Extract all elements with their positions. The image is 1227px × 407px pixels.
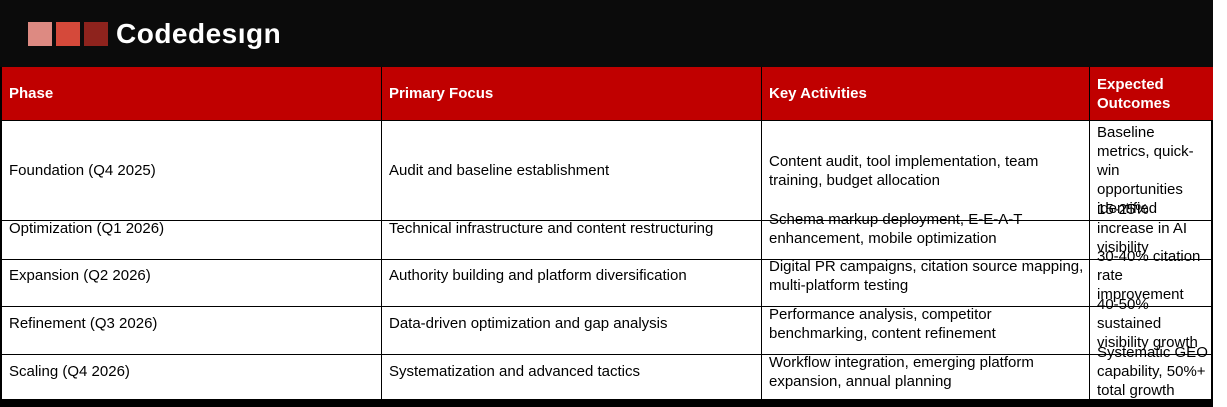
cell-phase: Scaling (Q4 2026) [2, 341, 382, 403]
logo-text: Codedes ı gn [116, 17, 282, 49]
cell-expected-outcomes: Baseline metrics, quick-win opportunitie… [1090, 121, 1213, 221]
cell-expected-outcomes: Systematic GEO capability, 50%+ total gr… [1090, 341, 1213, 403]
cell-key-activities: Schema markup deployment, E-E-A-T enhanc… [762, 198, 1090, 260]
column-header-phase: Phase [2, 67, 382, 121]
logo-square-dark-icon [84, 21, 108, 46]
cell-expected-outcomes: 40-50% sustained visibility growth [1090, 293, 1213, 355]
cell-key-activities: Digital PR campaigns, citation source ma… [762, 245, 1090, 307]
cell-expected-outcomes: 15-25% increase in AI visibility [1090, 198, 1213, 260]
cell-key-activities: Performance analysis, competitor benchma… [762, 293, 1090, 355]
cell-phase: Expansion (Q2 2026) [2, 245, 382, 307]
geo-roadmap-table: Phase Primary Focus Key Activities Expec… [0, 67, 1213, 407]
logo-square-light-icon [28, 21, 52, 46]
table-row: Refinement (Q3 2026) Data-driven optimiz… [2, 293, 1213, 355]
brand-banner: Codedes ı gn [0, 0, 1213, 67]
cell-primary-focus: Audit and baseline establishment [382, 121, 762, 221]
column-header-key-activities: Key Activities [762, 67, 1090, 121]
cell-primary-focus: Technical infrastructure and content res… [382, 198, 762, 260]
table-row: Foundation (Q4 2025) Audit and baseline … [2, 121, 1213, 221]
codedesign-logo: Codedes ı gn [28, 17, 282, 49]
logo-squares-icon [28, 21, 108, 46]
cell-phase: Optimization (Q1 2026) [2, 198, 382, 260]
table-header-row: Phase Primary Focus Key Activities Expec… [2, 67, 1213, 121]
table-row: Optimization (Q1 2026) Technical infrast… [2, 198, 1213, 260]
column-header-expected-outcomes: Expected Outcomes [1090, 67, 1213, 121]
logo-square-medium-icon [56, 21, 80, 46]
table-row: Scaling (Q4 2026) Systematization and ad… [2, 341, 1213, 403]
cell-key-activities: Content audit, tool implementation, team… [762, 121, 1090, 221]
cell-primary-focus: Systematization and advanced tactics [382, 341, 762, 403]
cell-primary-focus: Data-driven optimization and gap analysi… [382, 293, 762, 355]
cell-phase: Refinement (Q3 2026) [2, 293, 382, 355]
logo-letter-i: ı [237, 17, 247, 49]
logo-text-after-i: gn [246, 17, 282, 49]
cell-expected-outcomes: 30-40% citation rate improvement [1090, 245, 1213, 307]
cell-key-activities: Workflow integration, emerging platform … [762, 341, 1090, 403]
cell-phase: Foundation (Q4 2025) [2, 121, 382, 221]
column-header-primary-focus: Primary Focus [382, 67, 762, 121]
logo-text-before-i: Codedes [116, 17, 238, 49]
cell-primary-focus: Authority building and platform diversif… [382, 245, 762, 307]
table-row: Expansion (Q2 2026) Authority building a… [2, 245, 1213, 307]
